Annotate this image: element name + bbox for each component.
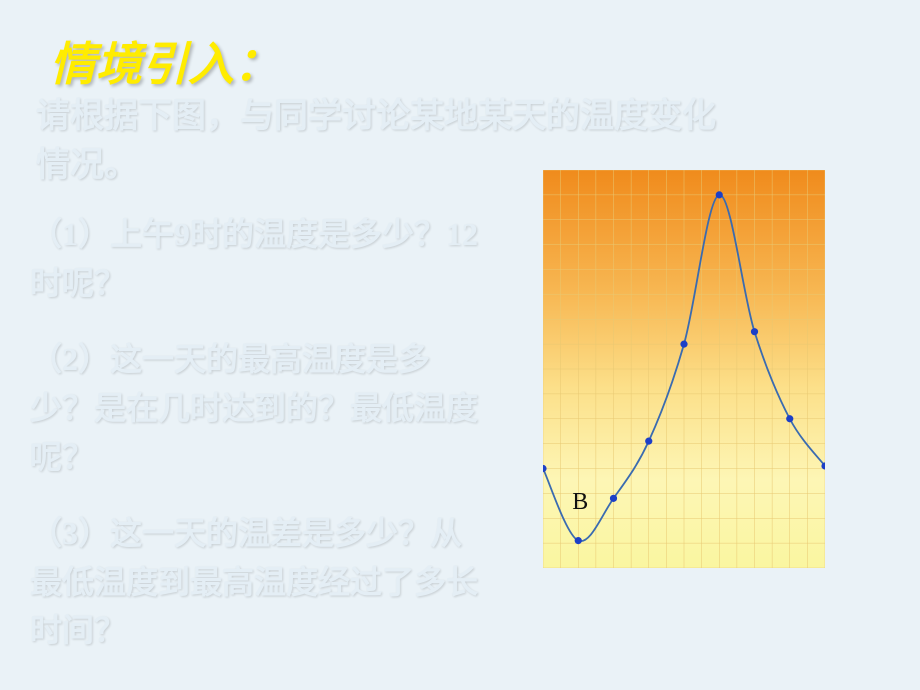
data-point: [716, 191, 723, 198]
temperature-chart: 温度／（℃） 22 23 24 25 26 27 28 29 30 31 32 33 34 35 36 37 3…: [495, 165, 875, 645]
y-tick: 31: [517, 337, 539, 352]
y-tick: 30: [517, 362, 539, 377]
data-point: [786, 415, 793, 422]
y-tick: 34: [517, 263, 539, 278]
y-tick: 27: [517, 437, 539, 452]
x-tick: 12: [672, 586, 696, 602]
data-point: [645, 438, 652, 445]
y-tick: 37: [517, 188, 539, 203]
y-tick: 25: [517, 486, 539, 501]
y-tick: 38: [517, 163, 539, 178]
data-point: [610, 495, 617, 502]
y-tick: 35: [517, 238, 539, 253]
y-axis-label: 温度／（℃）: [495, 295, 509, 385]
point-label-B: B: [572, 489, 588, 516]
y-tick: 29: [517, 387, 539, 402]
x-tick: 24: [813, 586, 837, 602]
section-title: 情境引入：: [50, 28, 280, 94]
y-tick: 32: [517, 312, 539, 327]
x-tick: 15: [707, 586, 731, 602]
y-tick: 26: [517, 462, 539, 477]
y-tick: 28: [517, 412, 539, 427]
x-tick: 9: [637, 586, 661, 602]
question-list: （1）上午9时的温度是多少？12时呢？ （2）这一天的最高温度是多少？是在几时达…: [30, 210, 490, 683]
x-tick: 0: [531, 586, 555, 602]
x-tick: 3: [566, 586, 590, 602]
y-tick: 22: [517, 561, 539, 576]
data-point: [575, 537, 582, 544]
x-tick: 21: [778, 586, 802, 602]
y-tick: 23: [517, 536, 539, 551]
question-2: （2）这一天的最高温度是多少？是在几时达到的？最低温度呢？: [30, 335, 490, 481]
x-tick: 6: [602, 586, 626, 602]
y-tick: 33: [517, 287, 539, 302]
data-point: [543, 465, 547, 472]
data-point: [751, 328, 758, 335]
x-axis-label: 时间/时: [663, 620, 709, 640]
point-label-A: A: [845, 438, 861, 464]
data-point: [680, 341, 687, 348]
x-tick: 18: [743, 586, 767, 602]
y-tick: 36: [517, 213, 539, 228]
question-3: （3）这一天的温差是多少？从最低温度到最高温度经过了多长时间？: [30, 509, 490, 655]
question-1: （1）上午9时的温度是多少？12时呢？: [30, 210, 490, 307]
y-tick: 24: [517, 511, 539, 526]
